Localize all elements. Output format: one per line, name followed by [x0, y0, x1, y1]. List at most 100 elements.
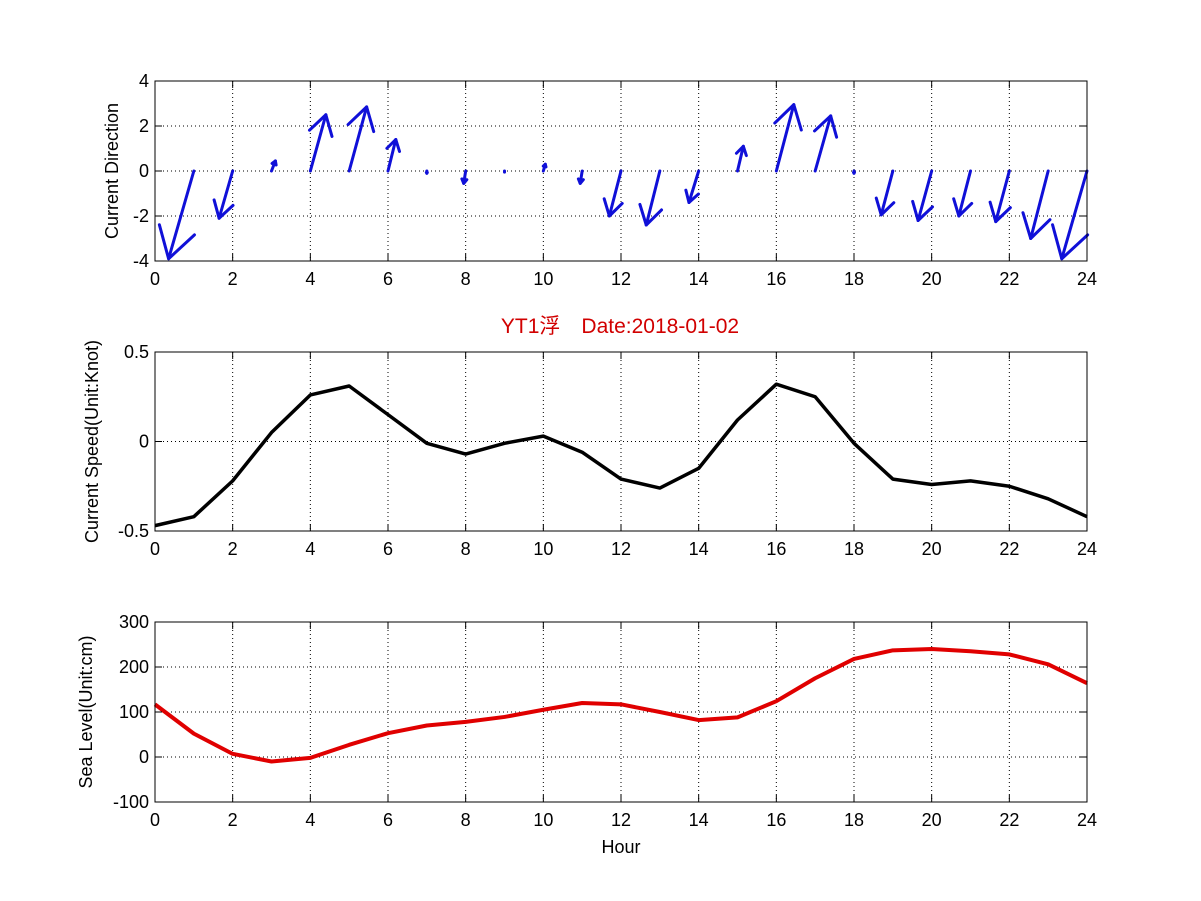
arrow-head	[988, 200, 1012, 224]
arrow-shaft	[347, 105, 369, 173]
current-arrow	[541, 162, 548, 173]
arrow-head	[576, 177, 585, 185]
x-tick-label: 18	[844, 810, 864, 830]
x-tick-label: 10	[533, 810, 553, 830]
current-arrow	[684, 169, 701, 204]
arrow-head	[911, 199, 934, 222]
arrow-shaft	[167, 169, 196, 261]
x-tick-label: 4	[305, 539, 315, 559]
current-arrow	[852, 169, 856, 175]
current-arrow	[638, 169, 664, 227]
x-tick-label: 2	[228, 269, 238, 289]
x-tick-label: 6	[383, 269, 393, 289]
x-tick-label: 24	[1077, 539, 1097, 559]
arrow-head	[813, 114, 839, 139]
x-tick-label: 0	[150, 810, 160, 830]
x-tick-label: 8	[461, 810, 471, 830]
current-arrow	[307, 113, 334, 173]
arrow-shaft	[1060, 169, 1089, 261]
arrow-shaft	[386, 138, 398, 173]
x-tick-label: 4	[305, 269, 315, 289]
x-tick-label: 16	[766, 539, 786, 559]
current-arrow	[1051, 169, 1090, 261]
x-tick-label: 22	[999, 539, 1019, 559]
chart-title: YT1浮 Date:2018-01-02	[501, 315, 739, 338]
x-tick-label: 8	[461, 269, 471, 289]
arrow-head	[1021, 211, 1052, 240]
x-tick-label: 24	[1077, 810, 1097, 830]
current-arrow	[874, 169, 896, 217]
x-tick-label: 8	[461, 539, 471, 559]
current-arrow	[952, 169, 974, 218]
x-axis-label: Hour	[601, 837, 640, 857]
arrow-head	[1051, 223, 1090, 261]
x-tick-label: 20	[922, 810, 942, 830]
current-arrow	[576, 169, 585, 185]
arrow-head	[385, 138, 402, 153]
arrow-head	[424, 171, 429, 175]
arrow-shaft	[736, 144, 745, 173]
x-tick-label: 4	[305, 810, 315, 830]
y-tick-label: 0	[139, 747, 149, 767]
arrow-head	[212, 198, 235, 220]
x-tick-label: 12	[611, 810, 631, 830]
y-axis-label: Current Direction	[102, 103, 122, 239]
arrow-head	[874, 196, 896, 217]
x-tick-label: 16	[766, 810, 786, 830]
current-arrow	[602, 169, 624, 218]
x-tick-label: 6	[383, 810, 393, 830]
current-arrow	[911, 169, 934, 222]
y-tick-label: 4	[139, 71, 149, 91]
arrow-head	[157, 223, 196, 261]
x-tick-label: 12	[611, 539, 631, 559]
current-arrow	[988, 169, 1012, 224]
series-line	[153, 647, 1088, 764]
current-arrow	[270, 159, 278, 173]
current-arrow	[1021, 169, 1052, 240]
current-arrow	[813, 114, 839, 173]
x-tick-label: 6	[383, 539, 393, 559]
current-arrow	[346, 105, 376, 173]
arrow-head	[541, 162, 548, 169]
x-tick-label: 24	[1077, 269, 1097, 289]
arrow-shaft	[994, 169, 1011, 224]
x-tick-label: 0	[150, 269, 160, 289]
x-tick-label: 18	[844, 269, 864, 289]
arrow-shaft	[813, 114, 833, 173]
y-tick-label: 2	[139, 116, 149, 136]
x-tick-label: 2	[228, 539, 238, 559]
arrow-shaft	[774, 103, 796, 173]
x-tick-label: 22	[999, 269, 1019, 289]
arrow-head	[734, 144, 748, 158]
current-arrow	[385, 138, 402, 173]
y-tick-label: -2	[133, 206, 149, 226]
x-tick-label: 10	[533, 269, 553, 289]
x-tick-label: 14	[689, 539, 709, 559]
y-tick-label: 0	[139, 161, 149, 181]
x-tick-label: 22	[999, 810, 1019, 830]
series-line	[154, 382, 1088, 528]
arrow-shaft	[308, 113, 328, 173]
y-tick-label: 0.5	[124, 342, 149, 362]
arrow-shaft	[916, 169, 934, 222]
arrow-shaft	[607, 169, 623, 218]
y-tick-label: 300	[119, 612, 149, 632]
y-axis-label: Sea Level(Unit:cm)	[76, 635, 96, 788]
arrow-shaft	[217, 169, 235, 220]
x-tick-label: 16	[766, 269, 786, 289]
arrow-shaft	[957, 169, 972, 218]
x-tick-label: 20	[922, 269, 942, 289]
current-arrow	[212, 169, 235, 220]
y-tick-label: -4	[133, 251, 149, 271]
arrow-head	[852, 171, 856, 175]
y-tick-label: -0.5	[118, 521, 149, 541]
x-tick-label: 0	[150, 539, 160, 559]
arrow-head	[270, 159, 278, 167]
current-arrow	[424, 169, 429, 175]
y-tick-label: 0	[139, 432, 149, 452]
x-tick-label: 14	[689, 269, 709, 289]
current-arrow	[773, 103, 803, 173]
